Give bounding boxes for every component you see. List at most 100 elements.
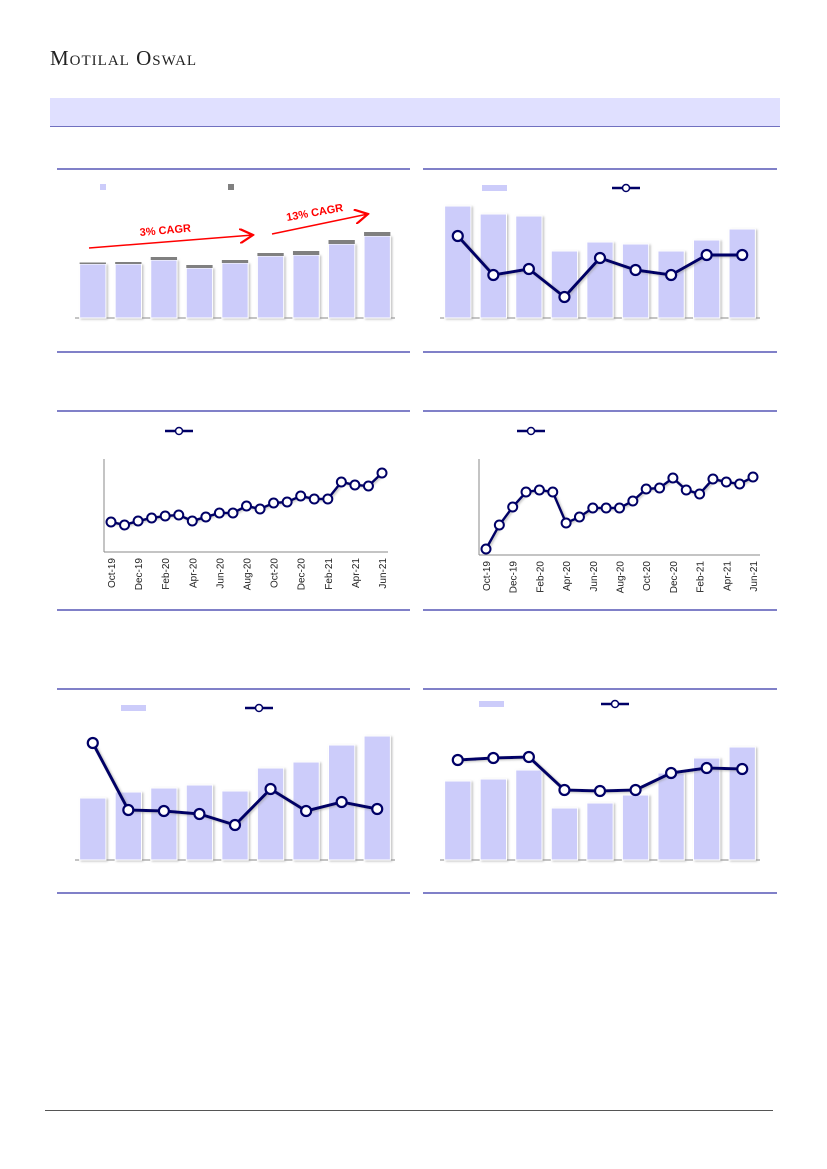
x-tick-label: Feb-20	[161, 558, 172, 590]
bar-top-segment	[292, 251, 320, 255]
data-point	[573, 511, 585, 523]
chart-5-bottom-rule	[57, 892, 410, 894]
bar	[292, 254, 320, 319]
company-logo: Motilal Oswal	[50, 46, 198, 70]
bar	[693, 757, 721, 861]
data-point	[254, 503, 266, 515]
bar	[444, 780, 472, 861]
data-point	[186, 515, 198, 527]
data-point	[640, 483, 652, 495]
x-tick-label: Oct-20	[270, 558, 281, 588]
data-point	[694, 488, 706, 500]
bar	[728, 228, 756, 319]
data-point	[558, 783, 571, 797]
data-point	[507, 501, 519, 513]
bar	[444, 205, 472, 319]
bar-top-segment	[115, 262, 142, 264]
x-tick-label: Feb-21	[696, 561, 707, 593]
bar	[550, 250, 579, 319]
data-point	[593, 251, 607, 265]
legend-swatch-secondary	[228, 184, 234, 190]
x-tick-label: Aug-20	[616, 561, 627, 594]
chart-2-top-rule	[423, 168, 777, 170]
chart-1-top-rule	[57, 168, 410, 170]
x-tick-label: Oct-19	[107, 558, 118, 588]
data-point	[533, 484, 545, 496]
bar-top-segment	[257, 253, 284, 256]
bar	[550, 807, 579, 861]
bar	[363, 735, 391, 861]
data-point	[146, 512, 158, 524]
data-point	[558, 290, 571, 304]
bar	[586, 802, 614, 861]
x-tick-label: Aug-20	[243, 558, 254, 591]
bar-top-segment	[186, 265, 213, 268]
data-point	[493, 519, 505, 531]
data-point	[547, 486, 559, 498]
data-point	[105, 516, 117, 528]
data-point	[295, 490, 307, 502]
data-point	[157, 804, 170, 818]
bar-top-segment	[221, 260, 249, 263]
section-header-band	[50, 98, 780, 127]
data-point	[268, 497, 280, 509]
data-point	[335, 476, 347, 488]
data-point	[627, 495, 639, 507]
x-tick-label: Jun-20	[215, 558, 226, 589]
cagr-arrow-1	[88, 235, 253, 249]
legend-swatch-bar	[482, 185, 507, 191]
data-point	[451, 753, 464, 767]
data-point	[665, 268, 678, 282]
data-point	[119, 519, 131, 531]
data-point	[700, 761, 713, 775]
cagr-label-1: 3% CAGR	[139, 223, 191, 239]
x-tick-label: Dec-20	[669, 561, 680, 594]
bar-top-segment	[364, 232, 391, 236]
bar	[515, 215, 543, 319]
data-point	[480, 543, 492, 555]
data-point	[371, 802, 384, 816]
x-tick-label: Apr-21	[351, 558, 362, 588]
x-tick-label: Apr-20	[188, 558, 199, 588]
bar	[515, 769, 543, 861]
chart-1-bottom-rule	[57, 351, 410, 353]
data-point	[173, 509, 185, 521]
footer-rule	[45, 1110, 773, 1111]
data-point	[349, 479, 361, 491]
chart-4-top-rule	[423, 410, 777, 412]
data-point	[200, 511, 212, 523]
chart-2	[440, 183, 760, 319]
chart-1	[75, 184, 395, 319]
data-point	[736, 762, 749, 776]
legend-swatch-bar	[100, 184, 106, 190]
x-tick-label: Feb-21	[324, 558, 335, 590]
x-tick-label: Dec-20	[297, 558, 308, 591]
data-point	[308, 493, 320, 505]
data-point	[487, 268, 500, 282]
bar	[79, 263, 107, 319]
data-point	[680, 484, 692, 496]
data-point	[560, 517, 572, 529]
data-point	[707, 473, 719, 485]
chart-3-top-rule	[57, 410, 410, 412]
data-point	[593, 784, 607, 798]
legend-marker	[610, 699, 620, 709]
data-point	[614, 502, 625, 514]
data-point	[522, 750, 535, 764]
bar	[621, 243, 650, 319]
x-tick-label: Dec-19	[134, 558, 145, 591]
chart-5-top-rule	[57, 688, 410, 690]
bar	[479, 778, 507, 861]
data-point	[213, 507, 225, 519]
data-point	[281, 496, 293, 508]
x-tick-label: Jun-21	[749, 561, 760, 592]
data-point	[228, 818, 242, 832]
x-tick-label: Oct-20	[642, 561, 653, 591]
data-point	[362, 480, 374, 492]
legend-marker	[621, 183, 631, 193]
legend-marker	[174, 426, 184, 436]
bar	[657, 772, 685, 861]
bar	[363, 235, 391, 319]
chart-6-top-rule	[423, 688, 777, 690]
x-tick-label: Dec-19	[509, 561, 520, 594]
